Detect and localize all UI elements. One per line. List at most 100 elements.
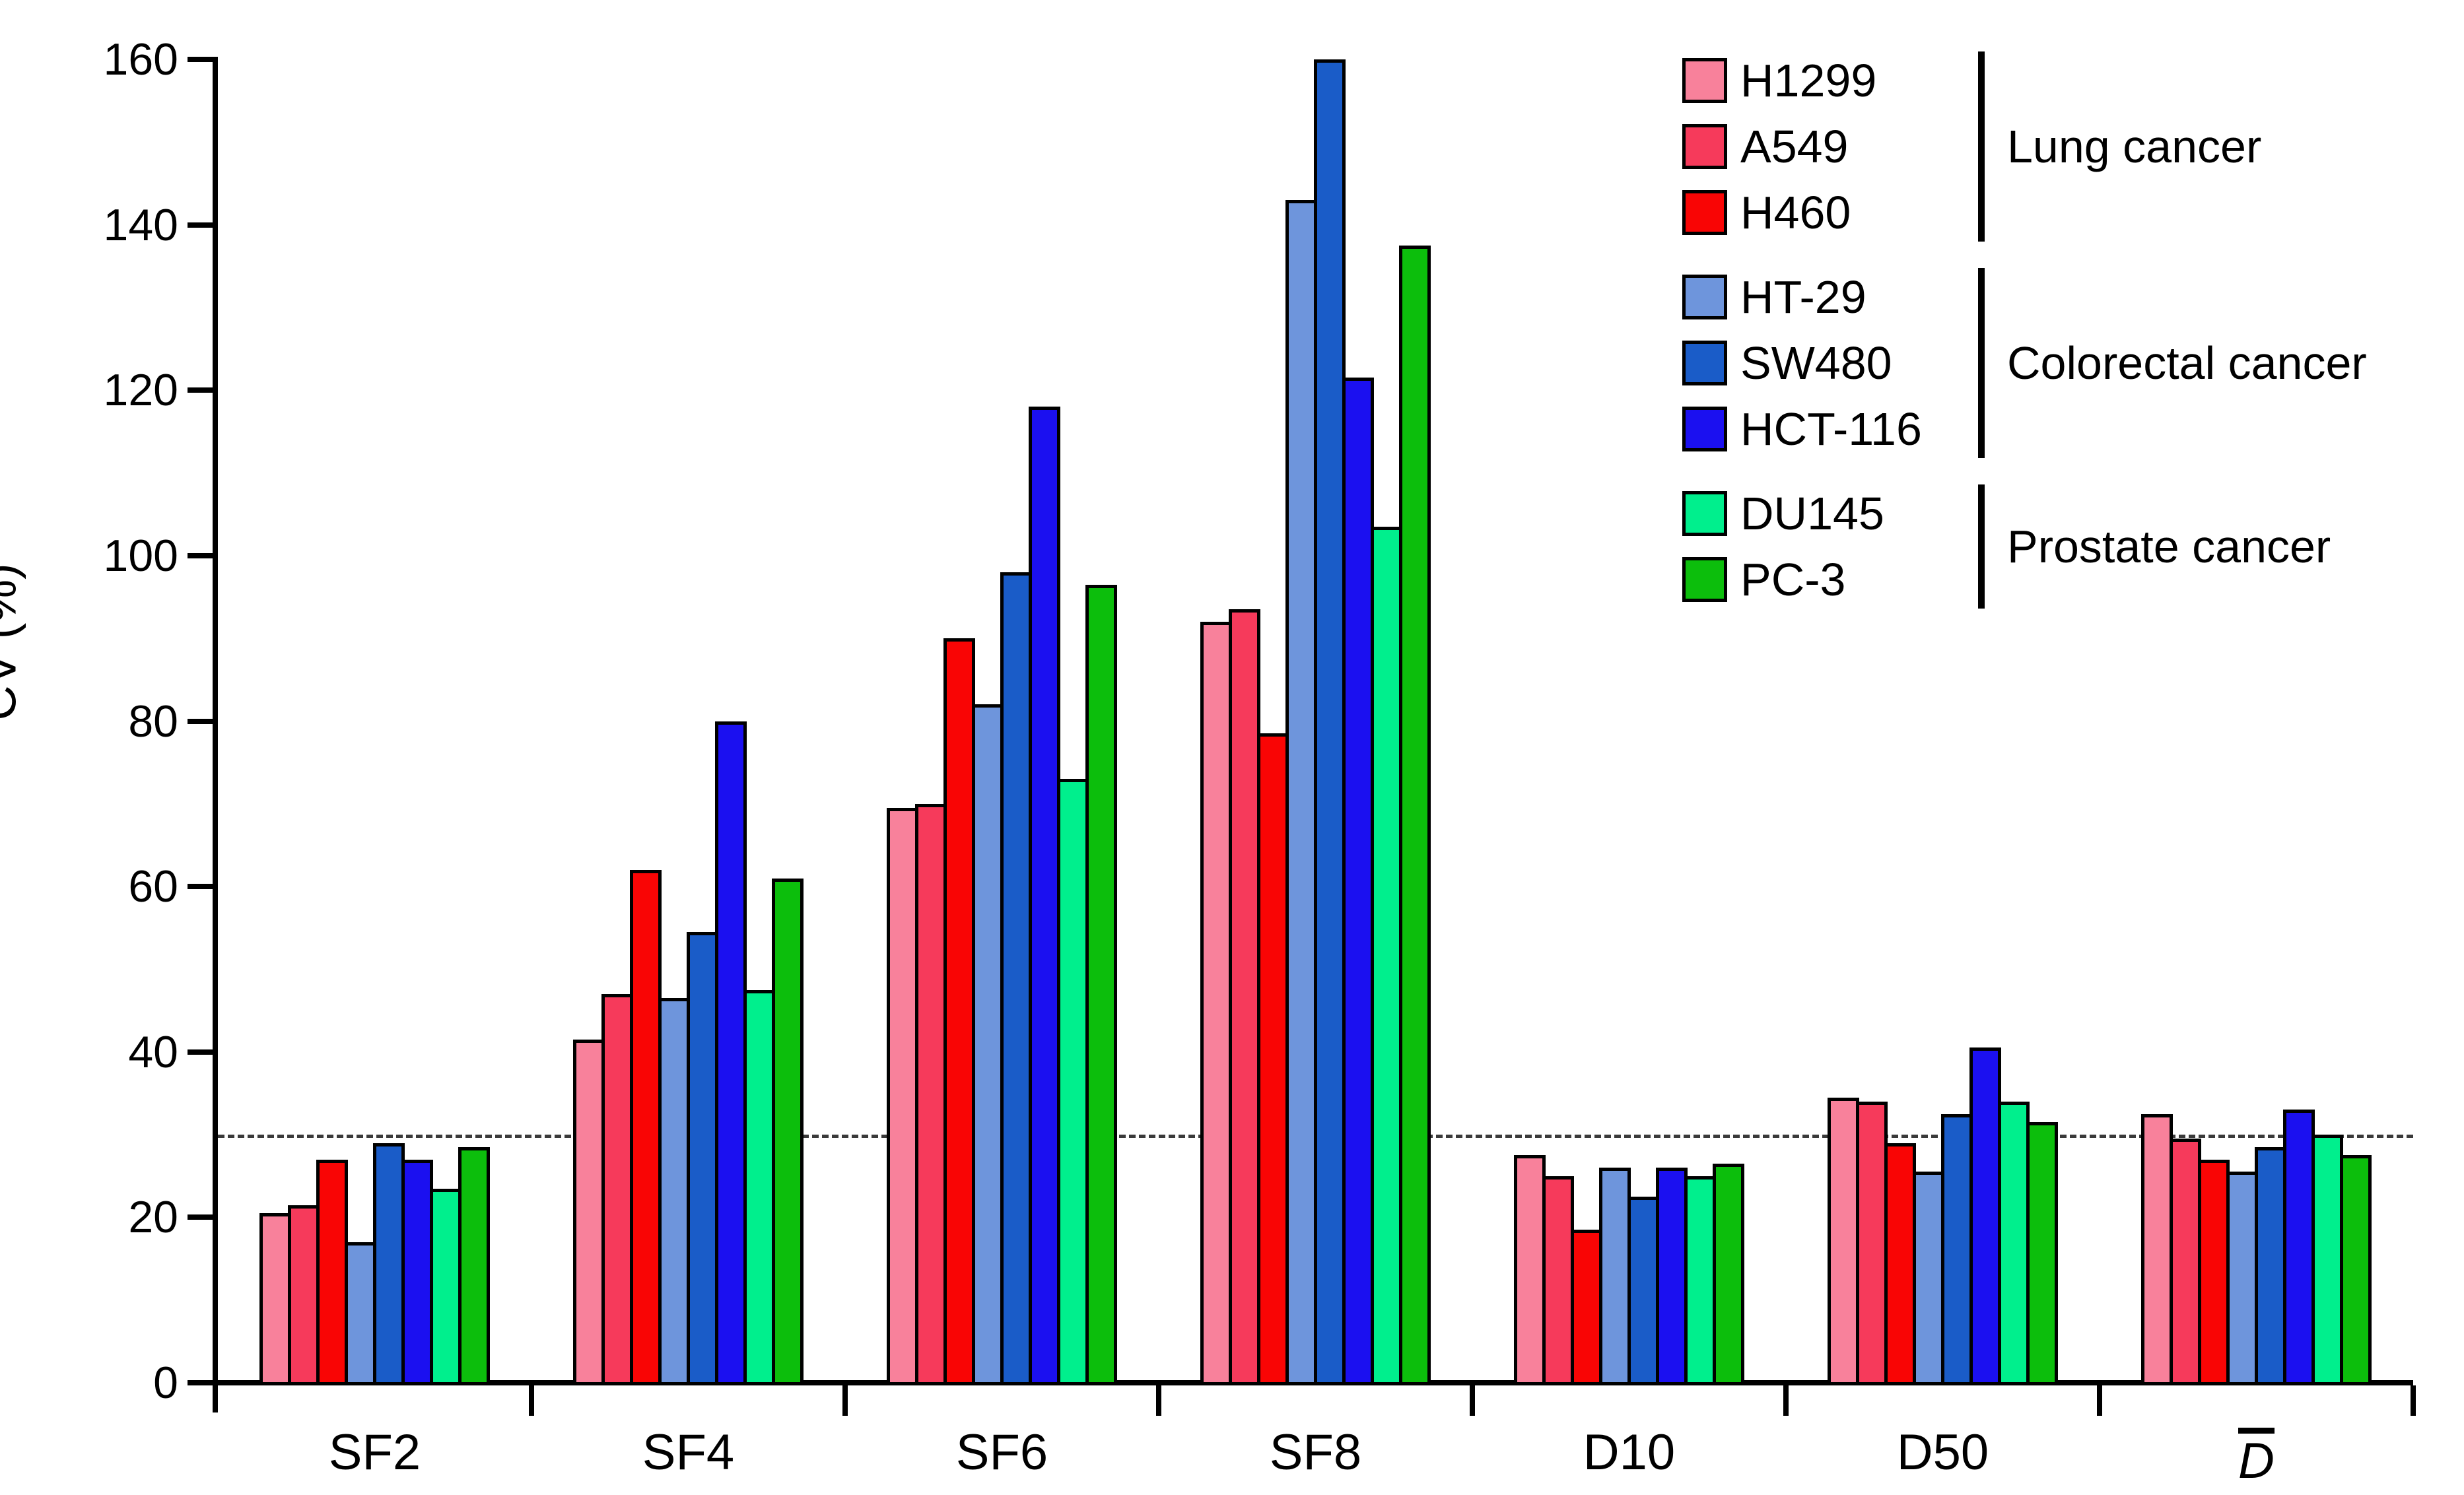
y-tick-label-60: 60 [128,861,178,912]
y-axis-title: CV (%) [0,563,26,721]
bar-SW480-SF6 [1000,572,1032,1385]
bar-PC-3-D50 [2026,1122,2058,1385]
bar-H460-SF8 [1257,733,1289,1385]
bar-A549-SF2 [288,1205,320,1385]
legend-bracket [1978,484,1985,609]
y-tick-0 [188,1380,213,1385]
bar-DU145-D50 [1998,1101,2030,1385]
x-axis-tick-3 [1156,1385,1161,1416]
bar-PC-3-SF2 [458,1146,490,1385]
y-tick-80 [188,718,213,724]
legend-item-HT-29: HT-29 [1682,264,1922,330]
bar-HT-29-D10 [1599,1168,1631,1385]
legend-bracket [1978,51,1985,242]
bar-HCT-116-SF6 [1029,407,1060,1385]
bar-H460-SF2 [316,1159,348,1385]
bar-DU145-Dbar [2311,1135,2343,1385]
bar-HT-29-SF8 [1285,200,1317,1385]
bar-PC-3-SF6 [1085,584,1117,1385]
bar-H460-SF4 [630,870,662,1385]
y-axis-line [213,57,218,1412]
legend-swatch-A549 [1682,124,1727,169]
legend-swatch-HT-29 [1682,275,1727,319]
bar-HT-29-SF6 [972,704,1004,1385]
bar-H460-D10 [1571,1230,1602,1385]
x-axis-tick-2 [842,1385,848,1416]
x-category-label-SF6: SF6 [955,1424,1048,1480]
bar-A549-D10 [1542,1176,1574,1385]
legend-group-title: Prostate cancer [2007,521,2331,572]
bar-H1299-SF4 [573,1039,605,1385]
bar-HT-29-D50 [1913,1172,1944,1385]
bar-H1299-SF2 [259,1213,291,1385]
bar-A549-D50 [1856,1101,1888,1385]
legend-group-title: Colorectal cancer [2007,337,2367,389]
y-tick-160 [188,57,213,62]
legend-swatch-H1299 [1682,58,1727,103]
x-axis-tick-1 [529,1385,534,1416]
bar-DU145-SF6 [1057,779,1089,1385]
bar-SW480-D50 [1941,1113,1973,1385]
legend-swatch-PC-3 [1682,557,1727,602]
legend-swatch-H460 [1682,190,1727,235]
legend-group-colorectal-cancer: HT-29 SW480 HCT-116 Colorectal cancer [1682,264,2367,462]
x-axis-tick-4 [1470,1385,1475,1416]
bar-H1299-Dbar [2141,1113,2173,1385]
legend-item-PC-3: PC-3 [1682,547,1922,613]
x-category-label-SF2: SF2 [328,1424,421,1480]
bar-H1299-SF8 [1200,622,1232,1385]
bar-DU145-SF4 [743,989,775,1385]
bar-PC-3-SF4 [772,878,804,1385]
bar-A549-SF6 [915,803,947,1385]
bar-A549-SF8 [1229,609,1260,1385]
y-tick-120 [188,387,213,393]
y-tick-20 [188,1214,213,1220]
legend-label-PC-3: PC-3 [1740,554,1846,605]
plot-area: 0 20 40 60 80 100 120 140 160 SF2 SF4 SF6 SF8 D10 D50 D [104,37,2416,1486]
y-tick-label-80: 80 [128,696,178,747]
x-axis-tick-5 [1783,1385,1789,1416]
x-axis-tick-6 [2097,1385,2102,1416]
legend-label-H460: H460 [1740,187,1851,238]
bar-PC-3-SF8 [1399,245,1431,1385]
bar-HCT-116-Dbar [2283,1110,2315,1385]
bar-A549-Dbar [2170,1139,2201,1385]
bar-HCT-116-SF8 [1342,378,1374,1385]
legend-label-H1299: H1299 [1740,55,1877,106]
bar-HT-29-Dbar [2226,1172,2258,1385]
bar-HCT-116-SF4 [715,721,747,1385]
bar-H460-SF6 [943,638,975,1385]
bar-SW480-SF4 [687,932,718,1385]
legend-swatch-DU145 [1682,491,1727,536]
bar-SW480-SF8 [1314,59,1346,1385]
bar-HT-29-SF4 [658,998,690,1385]
bar-PC-3-Dbar [2340,1155,2372,1385]
x-category-label-D10: D10 [1583,1424,1676,1480]
bar-H460-Dbar [2198,1159,2230,1385]
legend-item-H460: H460 [1682,180,1922,246]
bar-SW480-Dbar [2255,1146,2286,1385]
y-tick-label-0: 0 [153,1358,178,1408]
x-axis-tick-7 [2411,1385,2416,1416]
x-category-label-SF8: SF8 [1269,1424,1362,1480]
legend-swatch-SW480 [1682,341,1727,385]
y-tick-label-140: 140 [103,199,178,250]
y-tick-60 [188,884,213,890]
y-tick-label-100: 100 [103,530,178,581]
legend-label-HCT-116: HCT-116 [1740,403,1922,455]
bar-HCT-116-D10 [1656,1168,1688,1385]
bar-H460-D50 [1884,1143,1916,1385]
legend-label-A549: A549 [1740,121,1849,172]
y-tick-100 [188,552,213,558]
legend-label-SW480: SW480 [1740,337,1892,389]
legend-item-SW480: SW480 [1682,330,1922,396]
legend-group-prostate-cancer: DU145 PC-3 Prostate cancer [1682,481,2331,613]
x-category-label-SF4: SF4 [642,1424,735,1480]
y-tick-label-160: 160 [103,34,178,84]
legend-swatch-HCT-116 [1682,407,1727,451]
y-tick-label-120: 120 [103,365,178,416]
legend-item-A549: A549 [1682,114,1922,180]
x-category-label-D: D [2125,1428,2389,1486]
y-tick-label-40: 40 [128,1026,178,1077]
